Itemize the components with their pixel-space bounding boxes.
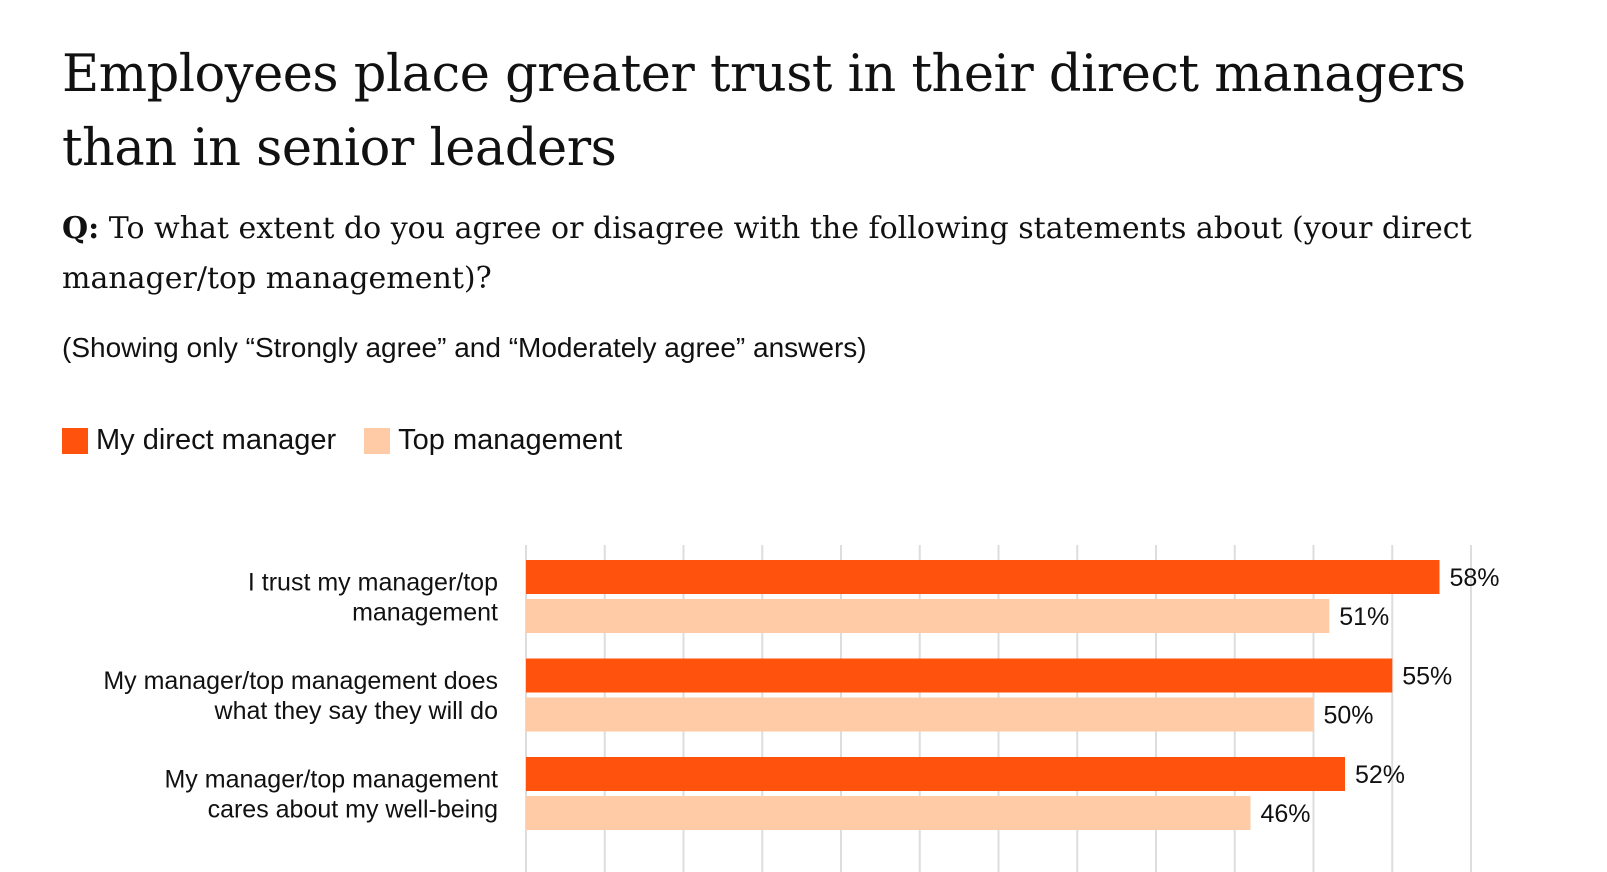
survey-question: Q: To what extent do you agree or disagr… [62, 204, 1542, 304]
value-label-direct-manager-0: 58% [1450, 564, 1500, 592]
value-label-top-management-0: 51% [1339, 603, 1389, 631]
legend-item-top-management: Top management [364, 424, 622, 457]
chart-note: (Showing only “Strongly agree” and “Mode… [62, 332, 867, 363]
legend-label-top-management: Top management [398, 424, 623, 456]
bar-direct-manager-2 [526, 757, 1345, 791]
value-label-top-management-1: 50% [1324, 702, 1374, 730]
value-label-direct-manager-2: 52% [1355, 761, 1405, 789]
bar-top-management-0 [526, 599, 1330, 633]
question-text: To what extent do you agree or disagree … [62, 211, 1472, 296]
bar-direct-manager-1 [526, 658, 1393, 693]
legend-label-direct-manager: My direct manager [96, 424, 337, 456]
category-label-2-line-0: My manager/top management [164, 766, 498, 794]
category-label-1-line-0: My manager/top management does [103, 667, 498, 695]
legend-swatch-direct-manager [62, 427, 88, 454]
question-label: Q: [62, 211, 100, 246]
chart-title: Employees place greater trust in their d… [62, 45, 1466, 178]
category-label-1-line-1: what they say they will do [214, 697, 498, 725]
category-label-0-line-1: management [352, 599, 498, 627]
value-label-direct-manager-1: 55% [1402, 663, 1452, 691]
bar-top-management-1 [526, 697, 1314, 732]
bar-top-management-2 [526, 796, 1251, 830]
value-label-top-management-2: 46% [1261, 800, 1311, 828]
category-label-2-line-1: cares about my well-being [208, 796, 498, 824]
chart-legend: My direct manager Top management [62, 424, 650, 457]
category-label-0-line-0: I trust my manager/top [248, 569, 498, 597]
legend-item-direct-manager: My direct manager [62, 424, 336, 457]
legend-swatch-top-management [364, 427, 391, 454]
bar-direct-manager-0 [526, 560, 1440, 594]
